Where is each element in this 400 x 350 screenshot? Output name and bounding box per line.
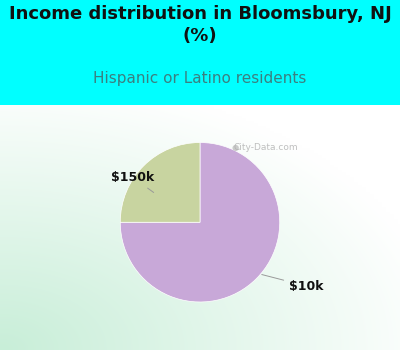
Text: City-Data.com: City-Data.com [233, 143, 298, 152]
Wedge shape [120, 142, 200, 222]
Wedge shape [120, 142, 280, 302]
Text: Hispanic or Latino residents: Hispanic or Latino residents [93, 71, 307, 86]
Text: $150k: $150k [111, 171, 154, 192]
Text: Income distribution in Bloomsbury, NJ
(%): Income distribution in Bloomsbury, NJ (%… [9, 5, 391, 46]
Text: ●: ● [232, 143, 239, 152]
Text: $10k: $10k [262, 274, 324, 293]
